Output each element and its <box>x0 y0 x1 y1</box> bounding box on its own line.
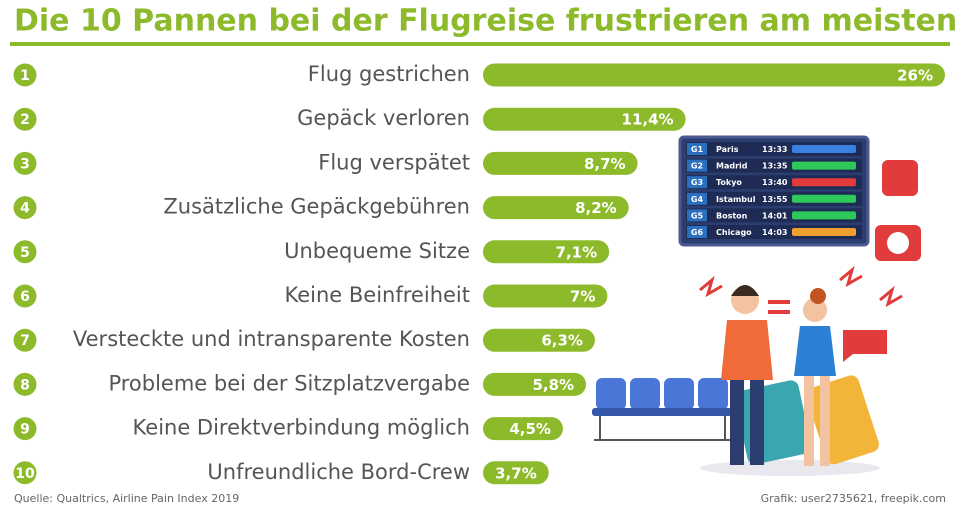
bar <box>483 461 549 485</box>
rank-badge <box>13 284 37 308</box>
rank-badge <box>13 107 37 131</box>
time: 14:03 <box>762 228 787 237</box>
gate-box <box>687 192 707 205</box>
rank-badge <box>13 196 37 220</box>
bars: 1 Flug gestrichen 26% 2 Gepäck verloren 11,4%… <box>13 62 945 485</box>
gate: G3 <box>691 178 703 187</box>
rank-badge <box>13 63 37 87</box>
gate-box <box>687 176 707 189</box>
value-label: 8,2% <box>575 199 617 217</box>
city: Istambul <box>716 195 756 204</box>
chart-title: Die 10 Pannen bei der Flugreise frustrie… <box>14 4 957 39</box>
gate: G1 <box>691 145 704 154</box>
gate-box <box>687 209 707 222</box>
rank-badge <box>13 461 37 485</box>
time: 13:35 <box>762 162 788 171</box>
value-label: 6,3% <box>541 332 583 350</box>
value-label: 8,7% <box>584 155 626 173</box>
value-label: 11,4% <box>622 111 674 129</box>
value-label: 7,1% <box>556 243 598 261</box>
rank: 2 <box>20 112 30 128</box>
gate: G5 <box>691 211 704 220</box>
bar <box>483 284 608 308</box>
bar <box>483 372 587 396</box>
gate: G4 <box>691 195 704 204</box>
title-rule <box>10 42 950 46</box>
city: Chicago <box>716 228 752 237</box>
bar <box>483 151 638 175</box>
bar <box>483 63 945 87</box>
rank-badge <box>13 151 37 175</box>
gate-box <box>687 226 707 238</box>
time: 14:01 <box>762 211 788 220</box>
gate-box <box>687 159 707 172</box>
rank: 10 <box>15 466 35 482</box>
status-bar <box>792 145 856 153</box>
rank: 6 <box>20 289 30 305</box>
category-label: Keine Beinfreiheit <box>285 283 470 307</box>
gate: G2 <box>691 162 703 171</box>
bar <box>483 417 563 441</box>
category-label: Flug verspätet <box>318 150 470 174</box>
value-label: 3,7% <box>495 464 537 482</box>
status-bar <box>792 161 856 170</box>
category-label: Probleme bei der Sitzplatzvergabe <box>108 371 470 395</box>
bar <box>483 240 610 264</box>
city: Paris <box>716 145 739 154</box>
rank: 4 <box>20 201 30 217</box>
status-bar <box>792 178 856 187</box>
city: Boston <box>716 211 748 220</box>
status-bar <box>792 194 856 203</box>
value-label: 7% <box>570 288 595 306</box>
value-label: 5,8% <box>532 376 574 394</box>
category-label: Unfreundliche Bord-Crew <box>207 460 470 484</box>
rank: 1 <box>20 68 30 84</box>
gate-box <box>687 143 707 155</box>
departure-board: G1 Paris 13:33 G2 Madrid 13:35 G3 Tokyo 13:40 G4 I… <box>686 142 862 239</box>
rank-badge <box>13 417 37 441</box>
status-bar <box>792 211 856 220</box>
status-bar <box>792 228 856 236</box>
rank: 7 <box>20 333 30 349</box>
city: Tokyo <box>716 178 742 187</box>
value-label: 26% <box>897 67 933 85</box>
category-label: Gepäck verloren <box>297 106 470 130</box>
rank: 3 <box>20 156 30 172</box>
bar <box>483 107 686 131</box>
time: 13:55 <box>762 195 788 204</box>
rank: 8 <box>20 377 30 393</box>
credit: Grafik: user2735621, freepik.com <box>761 492 946 505</box>
bar <box>483 196 629 220</box>
rank: 9 <box>20 422 30 438</box>
source: Quelle: Qualtrics, Airline Pain Index 20… <box>14 492 239 505</box>
category-label: Versteckte und intransparente Kosten <box>73 327 470 351</box>
rank-badge <box>13 372 37 396</box>
category-label: Zusätzliche Gepäckgebühren <box>163 195 470 219</box>
city: Madrid <box>716 162 748 171</box>
category-label: Keine Direktverbindung möglich <box>133 416 470 440</box>
rank-badge <box>13 240 37 264</box>
rank-badge <box>13 328 37 352</box>
gate: G6 <box>691 228 704 237</box>
bar <box>483 328 595 352</box>
category-label: Unbequeme Sitze <box>284 239 470 263</box>
rank: 5 <box>20 245 30 261</box>
category-label: Flug gestrichen <box>308 62 470 86</box>
value-label: 4,5% <box>509 420 551 438</box>
time: 13:33 <box>762 145 787 154</box>
time: 13:40 <box>762 178 788 187</box>
